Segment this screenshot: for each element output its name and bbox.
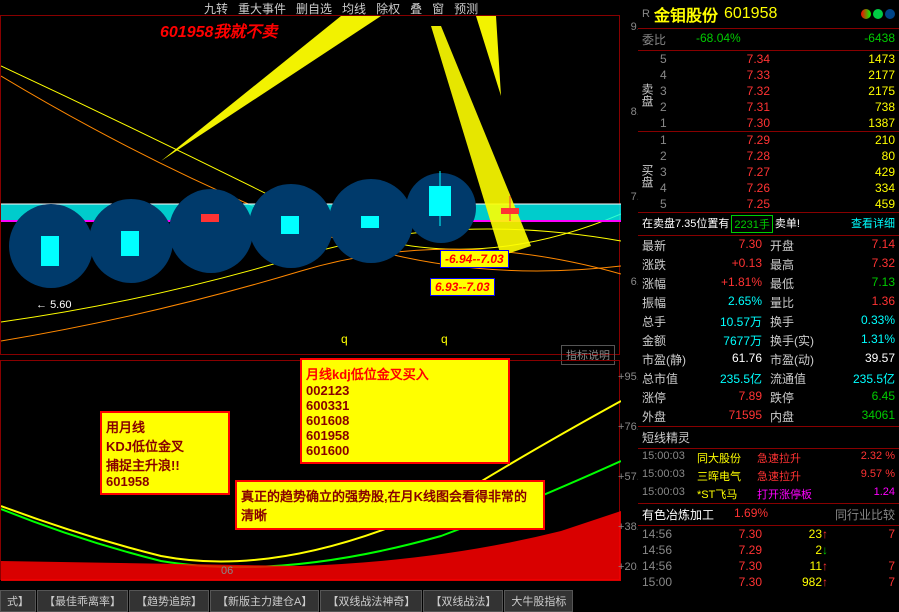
tab-item[interactable]: 【双线战法】 [423, 590, 503, 612]
alert-row[interactable]: 15:00:03同大股份急速拉升2.32 % [638, 449, 899, 467]
bottom-tabs: 式】【最佳乖离率】【趋势追踪】【新版主力建仓A】【双线战法神奇】【双线战法】大牛… [0, 590, 574, 612]
annotation-strategy: 用月线KDJ低位金叉捕捉主升浪!!601958 [100, 411, 230, 495]
toolbar-item[interactable]: 九转 [200, 0, 232, 17]
alert-row[interactable]: 15:00:03*ST飞马打开涨停板1.24 [638, 485, 899, 503]
ratio-value: -68.04% [696, 31, 741, 48]
tab-item[interactable]: 式】 [0, 590, 36, 612]
tab-item[interactable]: 【最佳乖离率】 [37, 590, 128, 612]
sector-name: 有色冶炼加工 [642, 506, 714, 523]
order-row[interactable]: 37.322175 [656, 83, 899, 99]
pending-pre: 在卖盘7.35位置有 [642, 215, 729, 233]
alert-row[interactable]: 15:00:03三晖电气急速拉升9.57 % [638, 467, 899, 485]
stat-row: 涨跌+0.13最高7.32 [638, 255, 899, 274]
price-range-1: -6.94--7.03 [440, 250, 509, 268]
order-book: 卖盘 57.34147347.33217737.32217527.3173817… [638, 51, 899, 213]
toolbar-item[interactable]: 预测 [450, 0, 482, 17]
pending-order-alert: 在卖盘7.35位置有 2231手 卖单! 查看详细 [638, 213, 899, 236]
stats-grid: 最新7.30开盘7.14涨跌+0.13最高7.32涨幅+1.81%最低7.13振… [638, 236, 899, 427]
low-price-marker: ← 5.60 [36, 299, 71, 311]
x-axis-label: 06 [221, 565, 233, 577]
tick-row[interactable]: 15:007.30982↑7 [638, 574, 899, 590]
tick-row[interactable]: 14:567.3023↑7 [638, 526, 899, 542]
order-row[interactable]: 57.341473 [656, 51, 899, 67]
toolbar-item[interactable]: 均线 [338, 0, 370, 17]
toolbar-item[interactable]: 除权 [372, 0, 404, 17]
pending-vol: 2231手 [731, 215, 772, 233]
tab-item[interactable]: 【新版主力建仓A】 [210, 590, 319, 612]
order-row[interactable]: 27.31738 [656, 99, 899, 115]
alerts-list: 15:00:03同大股份急速拉升2.32 %15:00:03三晖电气急速拉升9.… [638, 449, 899, 503]
short-alerts-title: 短线精灵 [638, 427, 899, 449]
pending-act: 卖单! [775, 215, 800, 233]
sector-pct: 1.69% [734, 506, 768, 523]
q-marker: q [441, 332, 448, 346]
stat-row: 涨幅+1.81%最低7.13 [638, 274, 899, 293]
toolbar: 九转重大事件删自选均线除权叠窗预测 [200, 0, 482, 17]
info-icon[interactable] [885, 9, 895, 19]
toolbar-item[interactable]: 删自选 [292, 0, 336, 17]
toolbar-item[interactable]: 窗 [428, 0, 448, 17]
order-row[interactable]: 57.25459 [656, 196, 899, 212]
tick-row[interactable]: 14:567.3011↑7 [638, 558, 899, 574]
stat-row: 涨停7.89跌停6.45 [638, 388, 899, 407]
sector-row: 有色冶炼加工 1.69% 同行业比较 [638, 503, 899, 526]
q-marker: q [341, 332, 348, 346]
tab-item[interactable]: 大牛股指标 [504, 590, 573, 612]
stat-row: 外盘71595内盘34061 [638, 407, 899, 426]
tick-list: 14:567.3023↑714:567.292↓14:567.3011↑715:… [638, 526, 899, 590]
chart-annotation-title: 601958我就不卖 [160, 18, 277, 42]
order-row[interactable]: 17.29210 [656, 132, 899, 148]
tab-item[interactable]: 【趋势追踪】 [129, 590, 209, 612]
price-chart[interactable]: ← 5.60 q q 9.828.617.416.21 [0, 15, 620, 355]
stock-name: 金钼股份 [654, 2, 718, 26]
stock-header: R 金钼股份 601958 [638, 0, 899, 29]
stock-prefix: R [642, 8, 650, 20]
order-row[interactable]: 47.26334 [656, 180, 899, 196]
tick-row[interactable]: 14:567.292↓ [638, 542, 899, 558]
stat-row: 市盈(静)61.76市盈(动)39.57 [638, 350, 899, 369]
buy-side-label: 买盘 [638, 132, 656, 212]
stat-row: 最新7.30开盘7.14 [638, 236, 899, 255]
order-row[interactable]: 47.332177 [656, 67, 899, 83]
stat-row: 振幅2.65%量比1.36 [638, 293, 899, 312]
stock-code: 601958 [724, 5, 777, 23]
toolbar-item[interactable]: 叠 [406, 0, 426, 17]
ratio-label: 委比 [642, 31, 666, 48]
toolbar-item[interactable]: 重大事件 [234, 0, 290, 17]
order-row[interactable]: 17.301387 [656, 115, 899, 131]
header-icons [861, 9, 895, 19]
sector-link[interactable]: 同行业比较 [835, 506, 895, 523]
stat-row: 总市值235.5亿流通值235.5亿 [638, 369, 899, 388]
ratio-diff: -6438 [864, 31, 895, 48]
stat-row: 金额7677万换手(实)1.31% [638, 331, 899, 350]
quote-panel: R 金钼股份 601958 委比 -68.04% -6438 卖盘 57.341… [638, 0, 899, 612]
annotation-codes: 月线kdj低位金叉买入00212360033160160860195860160… [300, 358, 510, 464]
stat-row: 总手10.57万换手0.33% [638, 312, 899, 331]
tab-item[interactable]: 【双线战法神奇】 [320, 590, 422, 612]
pending-link[interactable]: 查看详细 [851, 215, 895, 233]
annotation-trend: 真正的趋势确立的强势股,在月K线图会看得非常的清晰 [235, 480, 545, 530]
color-icon[interactable] [861, 9, 871, 19]
order-row[interactable]: 27.2880 [656, 148, 899, 164]
pie-icon[interactable] [873, 9, 883, 19]
ratio-row: 委比 -68.04% -6438 [638, 29, 899, 51]
order-row[interactable]: 37.27429 [656, 164, 899, 180]
sell-side-label: 卖盘 [638, 51, 656, 131]
price-range-2: 6.93--7.03 [430, 278, 495, 296]
